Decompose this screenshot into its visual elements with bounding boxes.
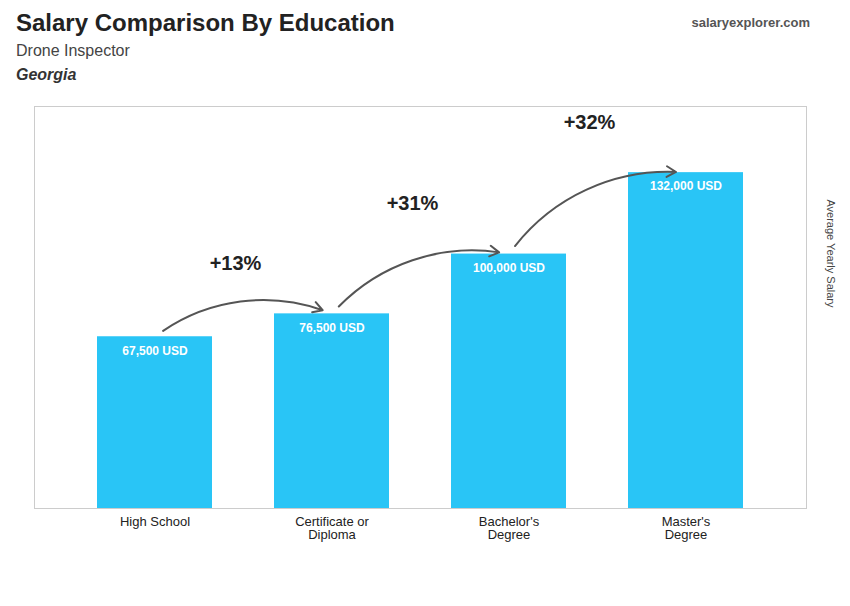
svg-text:100,000 USD: 100,000 USD (473, 261, 545, 275)
svg-text:67,500 USD: 67,500 USD (122, 344, 188, 358)
svg-text:Average Yearly Salary: Average Yearly Salary (825, 199, 837, 308)
svg-text:Certificate orDiploma: Certificate orDiploma (295, 514, 369, 542)
svg-text:Bachelor'sDegree: Bachelor'sDegree (479, 514, 540, 542)
svg-text:76,500 USD: 76,500 USD (299, 321, 365, 335)
html-text:Drone Inspector: Drone Inspector (16, 42, 130, 59)
html-text:Georgia: Georgia (16, 66, 77, 83)
svg-text:132,000 USD: 132,000 USD (650, 179, 722, 193)
svg-text:+32%: +32% (564, 111, 616, 133)
svg-text:+13%: +13% (210, 252, 262, 274)
html-text:Salary Comparison By Education: Salary Comparison By Education (16, 9, 395, 36)
html-text:salaryexplorer.com: salaryexplorer.com (691, 15, 810, 30)
svg-text:+31%: +31% (387, 192, 439, 214)
svg-text:Master'sDegree: Master'sDegree (662, 514, 711, 542)
svg-text:High School: High School (120, 514, 190, 529)
